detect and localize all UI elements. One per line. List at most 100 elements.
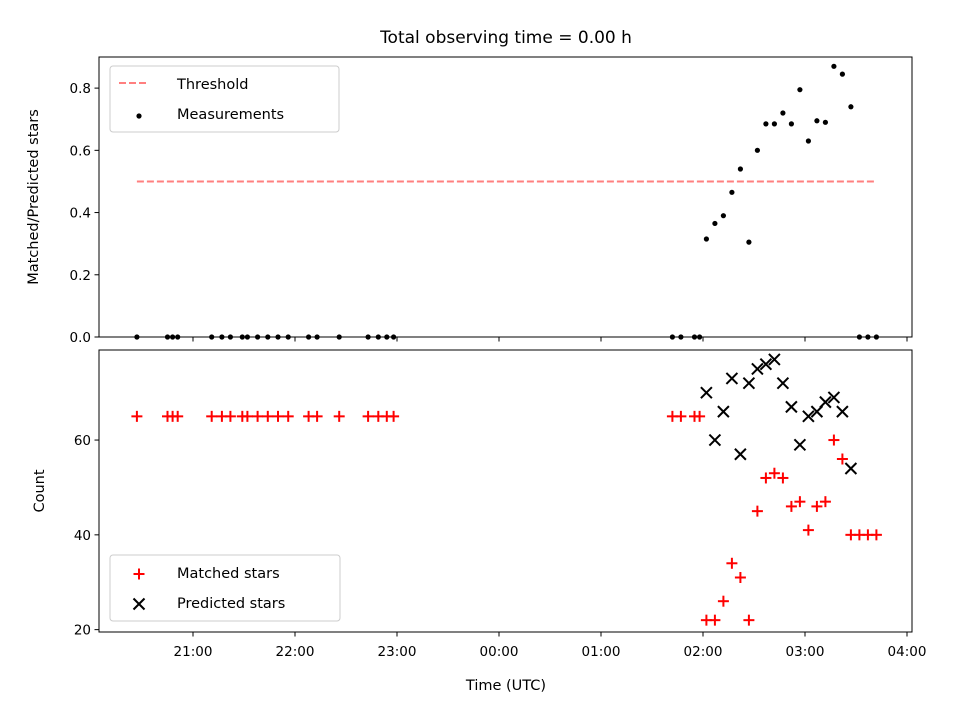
matched-stars-points: [131, 410, 882, 626]
matched-star-point: [694, 410, 706, 422]
legend-measurements-swatch: [136, 113, 142, 119]
predicted-star-point: [819, 395, 832, 409]
y-tick-label: 40: [74, 528, 91, 544]
count-legend: Matched stars Predicted stars: [109, 554, 341, 622]
x-tick-label: 00:00: [480, 644, 519, 660]
matched-star-point: [819, 496, 831, 508]
matched-star-point: [224, 410, 236, 422]
x-tick-label: 03:00: [786, 644, 825, 660]
count-x-axis: 21:00 22:00 23:00 00:00 01:00 02:00 03:00 04:00: [174, 632, 927, 660]
measurement-point: [737, 166, 744, 172]
measurement-point: [712, 220, 718, 227]
legend-predicted-stars-label: Predicted stars: [177, 596, 285, 612]
matched-star-point: [206, 410, 218, 422]
predicted-star-point: [708, 433, 722, 447]
matched-star-point: [709, 614, 721, 626]
measurement-point: [822, 119, 829, 125]
predicted-star-point: [827, 391, 841, 404]
measurement-point: [746, 239, 752, 245]
legend-measurements-label: Measurements: [177, 107, 284, 123]
predicted-stars-points: [700, 353, 858, 475]
y-tick-label: 20: [74, 623, 91, 639]
predicted-star-point: [751, 362, 764, 376]
matched-star-point: [794, 496, 806, 508]
ratio-plot-frame: [98, 56, 913, 338]
matched-star-point: [870, 529, 882, 541]
x-tick-label: 23:00: [378, 644, 417, 660]
legend-predicted-stars-swatch: [132, 597, 146, 611]
measurement-point: [797, 87, 803, 93]
matched-star-point: [785, 500, 797, 512]
ratio-panel: 0.00.20.40.60.8 Matched/Predicted stars …: [26, 56, 913, 346]
ratio-x-axis: [192, 337, 908, 342]
matched-star-point: [311, 410, 323, 422]
predicted-star-point: [725, 372, 739, 385]
y-tick-label: 0.6: [70, 143, 91, 159]
count-y-axis-title: Count: [32, 469, 48, 512]
predicted-star-point: [802, 410, 815, 423]
ratio-y-axis-title: Matched/Predicted stars: [26, 109, 42, 285]
count-panel: 20 40 60 21:00 22:00 23:00 00:00 01:00 02:00 03:…: [32, 349, 927, 694]
x-tick-label: 02:00: [684, 644, 723, 660]
y-tick-label: 0.2: [70, 268, 91, 284]
matched-star-point: [743, 614, 755, 626]
ratio-legend: Threshold Measurements: [109, 65, 340, 133]
measurement-point: [780, 110, 786, 116]
x-axis-title: Time (UTC): [465, 678, 546, 694]
x-tick-label: 22:00: [276, 644, 315, 660]
predicted-star-point: [785, 400, 798, 414]
count-plot-frame: [98, 349, 913, 633]
matched-star-point: [828, 434, 840, 446]
predicted-star-point: [844, 462, 858, 475]
count-legend-box: [109, 554, 341, 622]
predicted-star-point: [776, 376, 790, 390]
matched-star-point: [252, 410, 264, 422]
predicted-star-point: [768, 353, 781, 366]
measurement-point: [805, 138, 812, 144]
x-tick-label: 04:00: [888, 644, 927, 660]
x-tick-label: 01:00: [582, 644, 621, 660]
measurement-point: [771, 121, 778, 127]
matched-star-point: [734, 571, 746, 583]
chart-title: Total observing time = 0.00 h: [379, 28, 632, 48]
matched-star-point: [282, 410, 294, 422]
matched-star-point: [172, 410, 184, 422]
matched-star-point: [802, 524, 814, 536]
matched-star-point: [726, 557, 738, 569]
measurement-point: [720, 213, 727, 219]
x-tick-label: 21:00: [174, 644, 213, 660]
predicted-star-point: [759, 358, 773, 371]
matched-star-point: [272, 410, 284, 422]
legend-x-marker: [132, 597, 146, 611]
ratio-legend-box: [109, 65, 340, 133]
measurement-point: [763, 121, 769, 127]
predicted-star-point: [734, 448, 747, 461]
measurement-point: [839, 71, 846, 77]
measurement-point: [788, 121, 795, 127]
y-tick-label: 0.0: [70, 330, 91, 346]
matched-star-point: [333, 410, 345, 422]
y-tick-label: 60: [74, 433, 91, 449]
matched-star-point: [717, 595, 729, 607]
count-y-axis: 20 40 60: [74, 433, 99, 639]
measurement-point: [848, 104, 854, 110]
matched-star-point: [131, 410, 143, 422]
y-tick-label: 0.8: [70, 81, 91, 97]
matched-star-point: [811, 500, 823, 512]
legend-matched-stars-label: Matched stars: [177, 566, 280, 582]
predicted-star-point: [717, 405, 730, 418]
measurement-point: [831, 63, 837, 69]
matched-star-point: [751, 505, 763, 517]
matched-star-point: [768, 467, 780, 479]
measurement-point: [754, 147, 761, 153]
matched-star-point: [777, 472, 789, 484]
y-tick-label: 0.4: [70, 206, 91, 222]
matched-star-point: [362, 410, 374, 422]
predicted-star-point: [700, 386, 713, 399]
matched-star-point: [262, 410, 274, 422]
legend-matched-stars-swatch: [133, 568, 145, 580]
matched-star-point: [241, 410, 253, 422]
ratio-y-axis: 0.0 0.2 0.4 0.6 0.8: [70, 81, 99, 346]
legend-threshold-label: Threshold: [176, 77, 248, 93]
